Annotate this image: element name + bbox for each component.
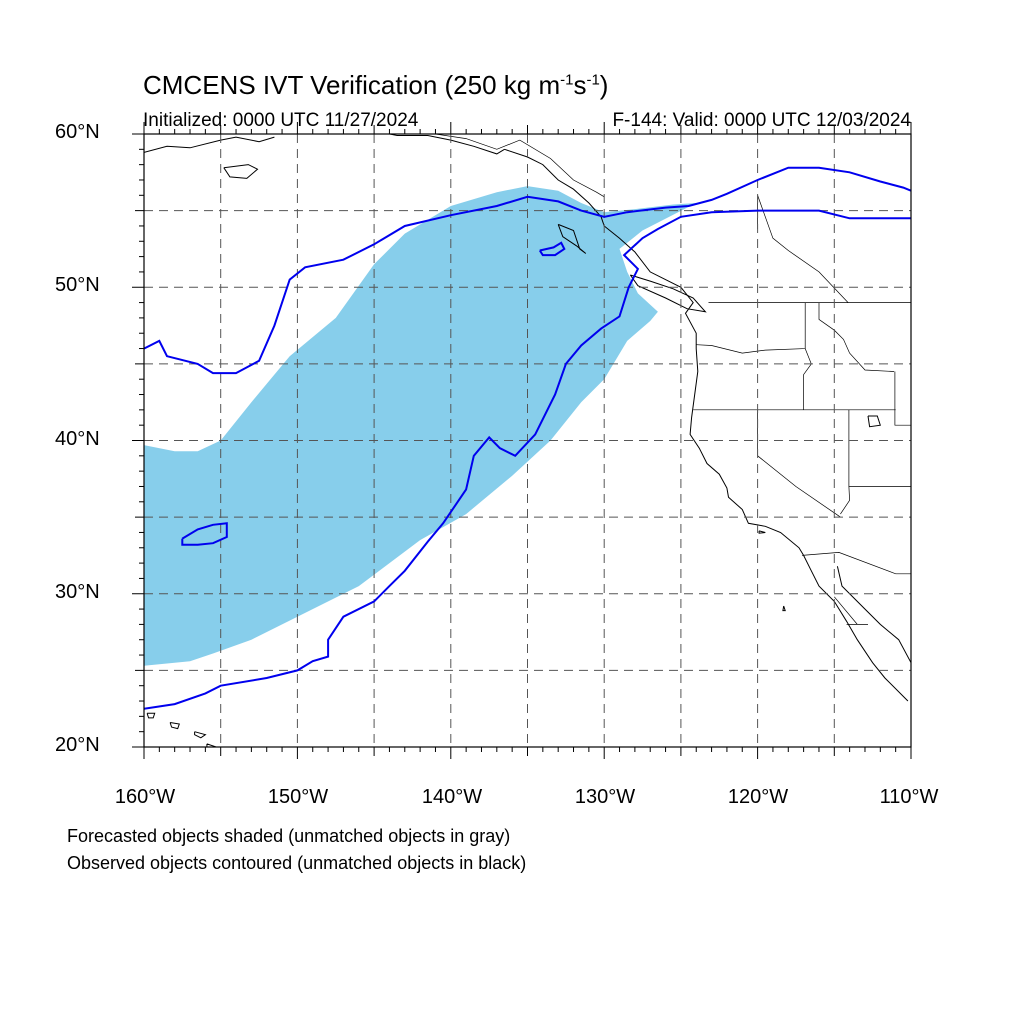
observed-small-contour-north (538, 241, 566, 257)
valid-time-label: F-144: Valid: 0000 UTC 12/03/2024 (612, 110, 911, 131)
coastline-layer (144, 134, 911, 747)
lon-label-150w: 150°W (267, 786, 329, 808)
border-ut-wy (894, 409, 911, 426)
lon-label-140w: 140°W (421, 786, 483, 808)
lon-label-120w: 120°W (727, 786, 789, 808)
coastline-alaska (144, 136, 275, 153)
border-wa-or (696, 302, 806, 354)
island-vancouver (629, 274, 707, 313)
island-haida-gwaii (557, 223, 587, 254)
island-hawaii-big (206, 743, 218, 747)
lat-label-60: 60°N (55, 121, 100, 143)
border-us-mexico (802, 552, 911, 575)
lat-label-40: 40°N (55, 428, 100, 450)
border-idaho-east (803, 348, 812, 410)
lon-label-160w: 160°W (114, 786, 176, 808)
lon-label-110w: 110°W (879, 786, 939, 808)
coastline-north-america (504, 148, 909, 702)
island-channel (758, 530, 766, 534)
border-idaho-montana (818, 302, 895, 372)
border-canada-alaska (435, 134, 605, 198)
border-baja-sonora (834, 596, 858, 625)
observed-legend-note: Observed objects contoured (unmatched ob… (67, 853, 527, 873)
init-time-label: Initialized: 0000 UTC 11/27/2024 (143, 110, 419, 131)
forecast-layer (144, 186, 697, 666)
border-nv-az (840, 409, 850, 515)
island-kauai (146, 712, 156, 719)
observed-layer (144, 166, 911, 710)
lat-label-50: 50°N (55, 274, 100, 296)
forecast-legend-note: Forecasted objects shaded (unmatched obj… (67, 826, 511, 846)
chart-title: CMCENS IVT Verification (250 kg m-1s-1) (143, 70, 609, 100)
lon-label-130w: 130°W (574, 786, 636, 808)
island-oahu (169, 722, 180, 730)
great-salt-lake (867, 415, 881, 428)
observed-small-contour-south (181, 522, 228, 546)
observed-north-contour (144, 166, 911, 375)
observed-main-contour (144, 209, 911, 710)
island-kodiak (223, 164, 259, 179)
lat-label-30: 30°N (55, 581, 100, 603)
forecast-ivt-object (144, 186, 697, 666)
border-ca-nv (757, 409, 841, 518)
map-frame (132, 122, 912, 759)
lat-label-20: 20°N (55, 734, 100, 756)
coastline-alaska-gulf (328, 134, 505, 155)
island-maui (194, 731, 207, 739)
island-guadalupe (782, 605, 786, 612)
grid-layer (144, 134, 911, 747)
coastline-gulf-of-california (836, 566, 911, 664)
